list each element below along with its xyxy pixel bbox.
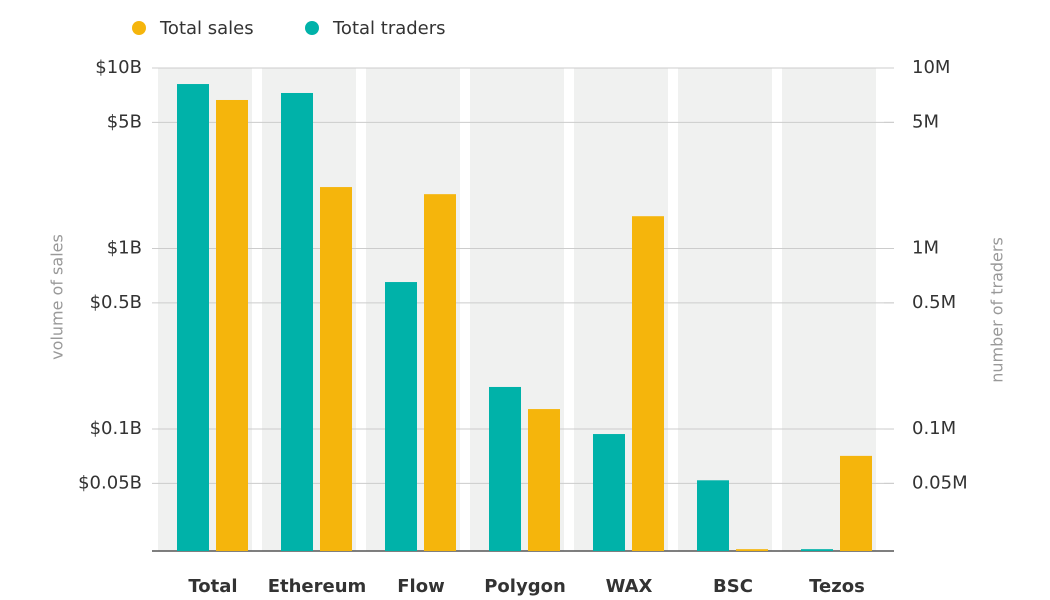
bar	[489, 386, 521, 551]
x-tick-label: Ethereum	[268, 576, 367, 597]
x-tick-label: WAX	[606, 576, 653, 597]
bar	[320, 187, 352, 551]
x-tick-label: Tezos	[809, 576, 865, 597]
y2-tick-label: 5M	[912, 111, 939, 132]
x-tick-label: Flow	[397, 576, 444, 597]
y-tick-label: $1B	[107, 238, 142, 259]
y-tick-label: $0.1B	[90, 418, 142, 439]
bar	[801, 549, 833, 551]
bar	[840, 455, 872, 551]
bar	[177, 84, 209, 552]
y-tick-label: $5B	[107, 111, 142, 132]
bar	[697, 480, 729, 551]
category-band	[678, 68, 772, 551]
bar	[736, 549, 768, 551]
y-tick-label: $0.05B	[78, 472, 142, 493]
legend-marker	[132, 21, 146, 35]
y2-tick-label: 1M	[912, 238, 939, 259]
y-tick-label: $10B	[95, 57, 142, 78]
x-tick-label: Polygon	[484, 576, 566, 597]
bar	[424, 194, 456, 551]
legend-label: Total sales	[159, 18, 254, 39]
bar	[216, 99, 248, 551]
bar	[281, 92, 313, 551]
y-tick-label: $0.5B	[90, 292, 142, 313]
y2-tick-label: 0.5M	[912, 292, 956, 313]
y-axis-title: volume of sales	[48, 234, 67, 360]
legend-label: Total traders	[332, 18, 446, 39]
bar	[632, 216, 664, 552]
x-tick-label: Total	[188, 576, 237, 597]
y2-tick-label: 10M	[912, 57, 950, 78]
y2-axis-title: number of traders	[988, 237, 1007, 383]
bar	[385, 282, 417, 551]
y2-tick-label: 0.05M	[912, 472, 968, 493]
bar	[593, 434, 625, 551]
bar	[528, 409, 560, 551]
legend-marker	[305, 21, 319, 35]
y2-tick-label: 0.1M	[912, 418, 956, 439]
x-tick-label: BSC	[713, 576, 753, 597]
